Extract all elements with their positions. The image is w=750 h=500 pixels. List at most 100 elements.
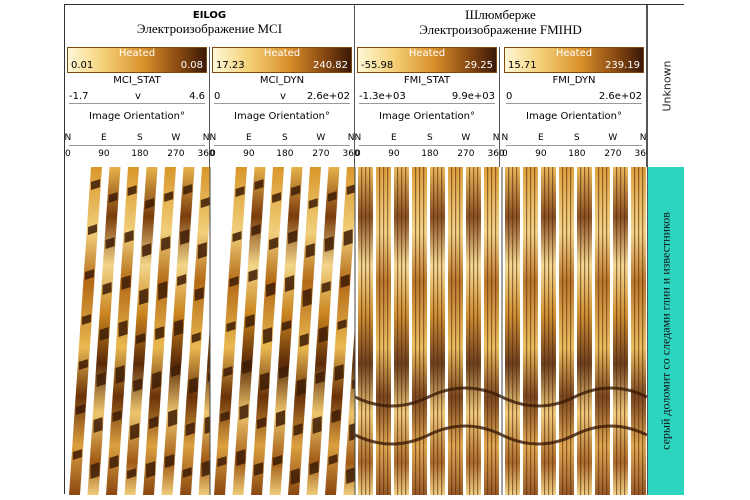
- direction-tick: W: [461, 133, 471, 143]
- image-feature: [263, 327, 273, 344]
- degree-tick: 360: [487, 149, 505, 159]
- image-feature: [136, 333, 146, 344]
- image-feature: [340, 274, 350, 288]
- scale-min: 17.23: [216, 60, 245, 71]
- image-texture-line: [602, 167, 604, 495]
- image-feature: [152, 371, 162, 389]
- image-feature: [185, 422, 195, 436]
- image-feature: [312, 416, 322, 434]
- image-texture-line: [473, 167, 475, 495]
- image-feature: [245, 314, 255, 328]
- track-header-mci-dyn[interactable]: Heated 17.23 240.82 MCI_DYN 0 v 2.6e+02 …: [209, 47, 360, 167]
- image-feature: [272, 455, 282, 466]
- range-row: 0 2.6e+02: [506, 91, 642, 104]
- image-texture-line: [512, 167, 514, 495]
- image-feature: [109, 455, 119, 469]
- group-title-schlumberger: Шлюмберже Электроизображение FMIHD: [355, 5, 647, 47]
- direction-tick: N: [501, 133, 509, 143]
- image-texture-line: [584, 167, 586, 495]
- degree-tick: 180: [568, 149, 586, 159]
- image-feature: [174, 319, 184, 336]
- degree-scale: 0 90 180 270 360: [355, 148, 505, 160]
- unknown-column: Unknown: [647, 5, 685, 167]
- image-feature: [139, 288, 149, 305]
- color-scale-bar[interactable]: Heated 15.71 239.19: [504, 47, 644, 73]
- image-texture-line: [580, 167, 582, 495]
- direction-tick: S: [282, 133, 288, 143]
- mci-image-track: [65, 167, 232, 495]
- scale-divider: [214, 145, 350, 146]
- image-feature: [276, 410, 285, 427]
- image-texture-line: [548, 167, 550, 495]
- image-feature: [223, 366, 233, 377]
- image-feature: [291, 185, 301, 196]
- orientation-label: Image Orientation°: [89, 111, 185, 122]
- borehole-images: [65, 167, 647, 495]
- image-feature: [251, 224, 261, 236]
- image-feature: [309, 461, 319, 475]
- color-scale-bar[interactable]: Heated 0.01 0.08: [67, 47, 207, 73]
- direction-tick: N: [209, 133, 217, 143]
- range-row: -1.7 v 4.6: [69, 91, 205, 104]
- lithology-column: серый доломит со следами глин и известни…: [647, 167, 684, 495]
- image-texture-line: [369, 167, 371, 495]
- image-texture-line: [634, 167, 636, 495]
- direction-tick: E: [101, 133, 107, 143]
- range-min: 0: [506, 91, 513, 102]
- image-texture-line: [365, 167, 367, 495]
- image-feature: [87, 224, 97, 235]
- image-feature: [180, 229, 190, 245]
- degree-tick: 90: [98, 149, 110, 159]
- image-feature: [318, 326, 328, 343]
- image-feature: [133, 378, 143, 392]
- palette-name: Heated: [555, 48, 593, 59]
- image-feature: [232, 231, 242, 242]
- image-texture-line: [566, 167, 568, 495]
- image-feature: [197, 242, 207, 259]
- image-feature: [75, 404, 85, 415]
- orientation-label: Image Orientation°: [379, 111, 475, 122]
- image-feature: [254, 462, 264, 476]
- degree-tick: 0: [355, 149, 361, 159]
- image-texture-line: [437, 167, 439, 495]
- range-max: 9.9e+03: [451, 91, 495, 102]
- image-feature: [183, 184, 193, 195]
- image-feature: [321, 281, 331, 293]
- image-feature: [102, 282, 112, 295]
- image-feature: [93, 417, 103, 433]
- image-feature: [290, 468, 300, 485]
- image-texture-line: [415, 167, 417, 495]
- image-feature: [112, 410, 122, 422]
- range-max: 2.6e+02: [598, 91, 642, 102]
- track-header-fmi-dyn[interactable]: Heated 15.71 239.19 FMI_DYN 0 2.6e+02 Im…: [501, 47, 652, 167]
- image-feature: [299, 333, 309, 347]
- direction-tick: W: [316, 133, 326, 143]
- track-header-fmi-stat[interactable]: Heated -55.98 29.25 FMI_STAT -1.3e+03 9.…: [355, 47, 505, 167]
- range-min: -1.3e+03: [359, 91, 406, 102]
- degree-tick: 270: [457, 149, 475, 159]
- image-feature: [127, 468, 137, 479]
- direction-tick: E: [391, 133, 397, 143]
- image-texture-line: [508, 167, 510, 495]
- image-feature: [168, 409, 178, 427]
- degree-tick: 270: [167, 149, 185, 159]
- image-feature: [236, 449, 246, 466]
- image-feature: [328, 454, 338, 465]
- image-feature: [188, 377, 198, 394]
- color-scale-bar[interactable]: Heated 17.23 240.82: [212, 47, 352, 73]
- degree-scale: 0 90 180 270 360: [502, 148, 652, 160]
- image-texture-line: [423, 167, 425, 495]
- image-feature: [279, 365, 289, 379]
- image-texture-line: [477, 167, 479, 495]
- image-texture-line: [397, 167, 399, 495]
- image-texture-line: [620, 167, 622, 495]
- track-header-mci-stat[interactable]: Heated 0.01 0.08 MCI_STAT -1.7 v 4.6 Ima…: [64, 47, 215, 167]
- range-max: 4.6: [189, 91, 205, 102]
- direction-tick: N: [347, 133, 355, 143]
- lithology-label: серый доломит со следами глин и известни…: [658, 212, 673, 450]
- image-feature: [337, 319, 347, 330]
- direction-tick: N: [64, 133, 72, 143]
- color-scale-bar[interactable]: Heated -55.98 29.25: [357, 47, 497, 73]
- image-feature: [161, 236, 171, 251]
